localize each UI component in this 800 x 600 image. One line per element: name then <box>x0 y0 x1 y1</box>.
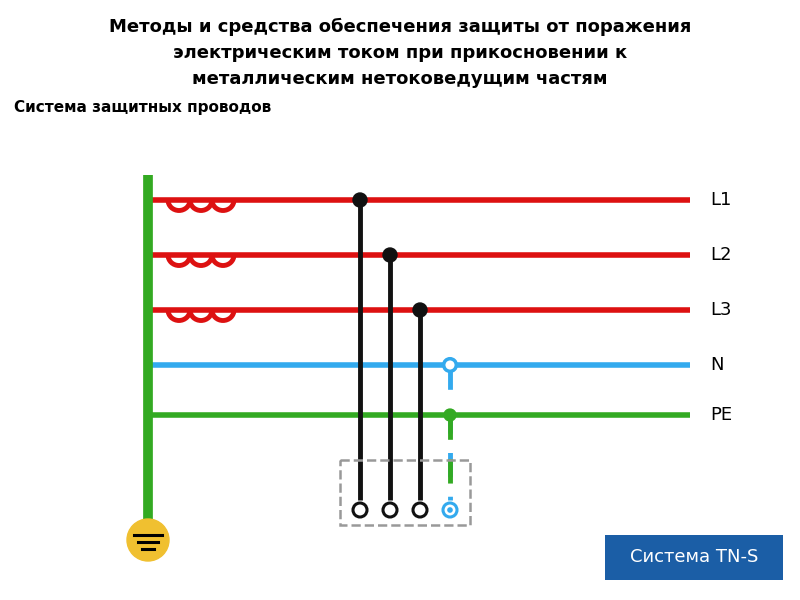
Text: L1: L1 <box>710 191 731 209</box>
Circle shape <box>353 503 367 517</box>
Text: металлическим нетоковедущим частям: металлическим нетоковедущим частям <box>192 70 608 88</box>
Text: Система TN-S: Система TN-S <box>630 548 758 566</box>
Circle shape <box>448 508 452 512</box>
Circle shape <box>353 193 367 207</box>
Text: Система защитных проводов: Система защитных проводов <box>14 100 271 115</box>
Circle shape <box>443 503 457 517</box>
Text: PE: PE <box>710 406 732 424</box>
Circle shape <box>444 409 456 421</box>
Text: N: N <box>710 356 723 374</box>
Text: L2: L2 <box>710 246 731 264</box>
Circle shape <box>127 519 169 561</box>
Text: L3: L3 <box>710 301 731 319</box>
Circle shape <box>413 303 427 317</box>
Circle shape <box>383 248 397 262</box>
Bar <box>605 535 783 580</box>
Text: электрическим током при прикосновении к: электрическим током при прикосновении к <box>173 44 627 62</box>
Bar <box>340 460 470 525</box>
Text: Методы и средства обеспечения защиты от поражения: Методы и средства обеспечения защиты от … <box>109 18 691 36</box>
Circle shape <box>444 359 456 371</box>
Circle shape <box>413 503 427 517</box>
Circle shape <box>383 503 397 517</box>
